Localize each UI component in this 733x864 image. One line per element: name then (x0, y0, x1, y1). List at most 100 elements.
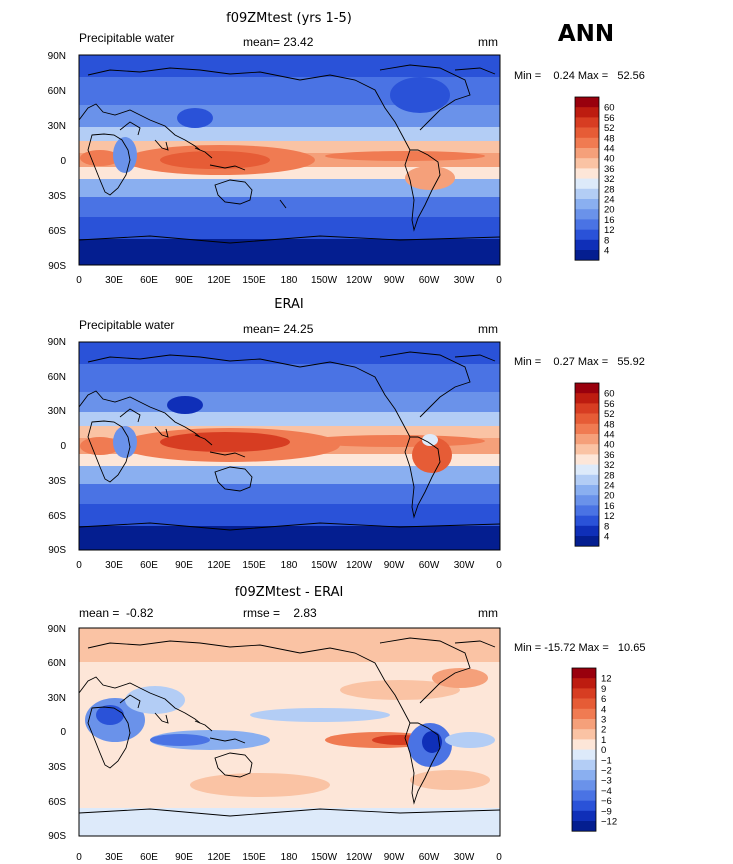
lon-tick-label: 150W (311, 560, 338, 571)
lon-tick-label: 30E (105, 560, 123, 571)
lon-tick-label: 60W (419, 560, 440, 571)
lon-tick-label: 90E (175, 275, 193, 286)
lat-tick-label: 30S (48, 191, 66, 202)
lon-tick-label: 60E (140, 560, 158, 571)
colorbar-swatch (572, 790, 596, 801)
panel-2-lat-ticks: 90N 60N 30N 0 30S 60S 90S (48, 337, 67, 556)
colorbar-level-label: −4 (601, 786, 612, 797)
season-label: ANN (558, 21, 614, 47)
panel-1: f09ZMtest (yrs 1-5) Precipitable water m… (48, 11, 645, 286)
colorbar-swatch (575, 505, 599, 516)
colorbar-level-label: 1 (601, 735, 606, 746)
lat-tick-label: 90S (48, 545, 66, 556)
colorbar-level-label: 40 (604, 440, 615, 451)
colorbar-level-label: 6 (601, 694, 606, 705)
panel-2-units-label: mm (478, 322, 498, 336)
colorbar-swatch (575, 536, 599, 547)
lat-tick-label: 60S (48, 511, 66, 522)
lat-tick-label: 0 (60, 441, 66, 452)
colorbar-level-label: −6 (601, 796, 612, 807)
colorbar-swatch (572, 739, 596, 750)
colorbar-swatch (575, 464, 599, 476)
colorbar-frame (574, 382, 600, 547)
colorbar-level-label: 20 (604, 491, 615, 502)
colorbar-level-label: 48 (604, 133, 615, 144)
lon-tick-label: 60E (140, 852, 158, 863)
lon-tick-label: 60E (140, 275, 158, 286)
colorbar-swatch (572, 698, 596, 710)
colorbar-level-label: 44 (604, 144, 615, 155)
lat-tick-label: 90N (48, 51, 66, 62)
lat-tick-label: 90N (48, 337, 66, 348)
panel-1-units-label: mm (478, 35, 498, 49)
colorbar-swatch (572, 719, 596, 730)
colorbar-level-label: 4 (601, 704, 606, 715)
lon-tick-label: 60W (419, 852, 440, 863)
lon-tick-label: 30W (454, 852, 475, 863)
lon-tick-label: 150E (242, 852, 266, 863)
colorbar-swatch (575, 444, 599, 455)
panel-1-mean-label: mean= 23.42 (243, 35, 314, 49)
colorbar-level-label: 56 (604, 399, 615, 410)
panel-2-lon-ticks: 0 30E 60E 90E 120E 150E 180 150W 120W 90… (76, 560, 502, 571)
panel-2-min-max: Min = 0.27 Max = 55.92 (514, 356, 645, 368)
colorbar-swatch (575, 219, 599, 230)
lat-tick-label: 60S (48, 226, 66, 237)
colorbar-swatch (575, 148, 599, 159)
colorbar-level-label: 12 (601, 674, 612, 685)
colorbar-swatch (572, 821, 596, 832)
colorbar-level-label: 8 (604, 235, 609, 246)
lat-tick-label: 90N (48, 624, 66, 635)
lon-tick-label: 120W (346, 275, 373, 286)
colorbar-swatch (575, 515, 599, 527)
panel-2: ERAI Precipitable water mean= 24.25 mm (48, 297, 645, 571)
lon-tick-label: 90W (384, 560, 405, 571)
colorbar-level-label: 9 (601, 684, 606, 695)
colorbar-level-label: −2 (601, 766, 612, 777)
colorbar-swatch (575, 199, 599, 210)
colorbar-swatch (575, 137, 599, 149)
lon-tick-label: 120W (346, 852, 373, 863)
colorbar-swatch (575, 474, 599, 486)
panel-2-title: ERAI (274, 297, 303, 312)
panel-2-map (78, 341, 501, 551)
colorbar-swatch (575, 403, 599, 414)
colorbar-level-label: 52 (604, 409, 615, 420)
lon-tick-label: 30E (105, 852, 123, 863)
colorbar-swatch (572, 810, 596, 822)
colorbar-level-label: 16 (604, 501, 615, 512)
colorbar-swatch (575, 239, 599, 251)
colorbar-level-label: 16 (604, 215, 615, 226)
colorbar-swatch (572, 770, 596, 781)
colorbar-level-label: 36 (604, 450, 615, 461)
lon-tick-label: 180 (281, 852, 298, 863)
colorbar-level-label: −12 (601, 817, 617, 828)
lat-tick-label: 0 (60, 156, 66, 167)
panel-3-map (78, 627, 501, 837)
lat-tick-label: 30S (48, 476, 66, 487)
colorbar-swatch (575, 158, 599, 169)
colorbar-swatch (572, 780, 596, 791)
panel-3-min-max: Min = -15.72 Max = 10.65 (514, 642, 645, 654)
colorbar-swatch (572, 800, 596, 812)
colorbar-frame (574, 96, 600, 261)
lat-tick-label: 90S (48, 831, 66, 842)
lon-tick-label: 0 (76, 852, 82, 863)
colorbar-level-label: 4 (604, 246, 609, 257)
colorbar-level-label: −9 (601, 806, 612, 817)
lon-tick-label: 150W (311, 275, 338, 286)
colorbar-swatch (575, 423, 599, 435)
colorbar-swatch (575, 485, 599, 496)
lon-tick-label: 150W (311, 852, 338, 863)
colorbar-level-label: 20 (604, 205, 615, 216)
panel-3-units-label: mm (478, 606, 498, 620)
panel-3-lon-ticks: 0 30E 60E 90E 120E 150E 180 150W 120W 90… (76, 852, 502, 863)
colorbar-level-label: 44 (604, 430, 615, 441)
colorbar-swatch (575, 209, 599, 220)
colorbar-level-label: 32 (604, 174, 615, 185)
colorbar-swatch (575, 250, 599, 261)
panel-1-variable-label: Precipitable water (79, 31, 174, 45)
